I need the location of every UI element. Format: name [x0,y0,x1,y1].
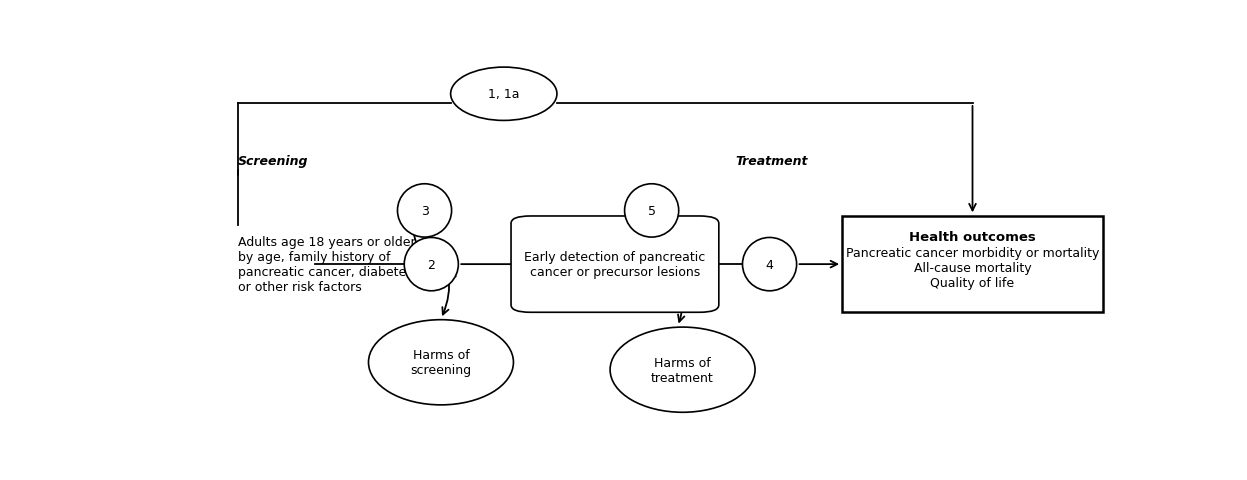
Ellipse shape [369,320,514,405]
Text: Health outcomes: Health outcomes [909,230,1036,243]
Text: 5: 5 [647,204,656,217]
Text: 1, 1a: 1, 1a [488,88,520,101]
Text: Adults age 18 years or older,
by age, family history of
pancreatic cancer, diabe: Adults age 18 years or older, by age, fa… [238,236,420,293]
Text: 4: 4 [766,258,773,271]
Text: Treatment: Treatment [736,155,808,168]
Text: 2: 2 [428,258,435,271]
Ellipse shape [610,327,754,412]
Bar [842,216,1104,312]
Text: Harms of
screening: Harms of screening [410,348,471,376]
Ellipse shape [404,238,459,291]
Text: Screening: Screening [238,155,308,168]
Text: Harms of
treatment: Harms of treatment [651,356,715,384]
Text: Pancreatic cancer morbidity or mortality
All-cause mortality
Quality of life: Pancreatic cancer morbidity or mortality… [845,247,1099,290]
FancyBboxPatch shape [511,216,718,312]
Ellipse shape [398,184,451,238]
Text: Early detection of pancreatic
cancer or precursor lesions: Early detection of pancreatic cancer or … [524,251,706,278]
Text: 3: 3 [420,204,429,217]
Ellipse shape [625,184,678,238]
Ellipse shape [742,238,797,291]
Ellipse shape [450,68,557,121]
